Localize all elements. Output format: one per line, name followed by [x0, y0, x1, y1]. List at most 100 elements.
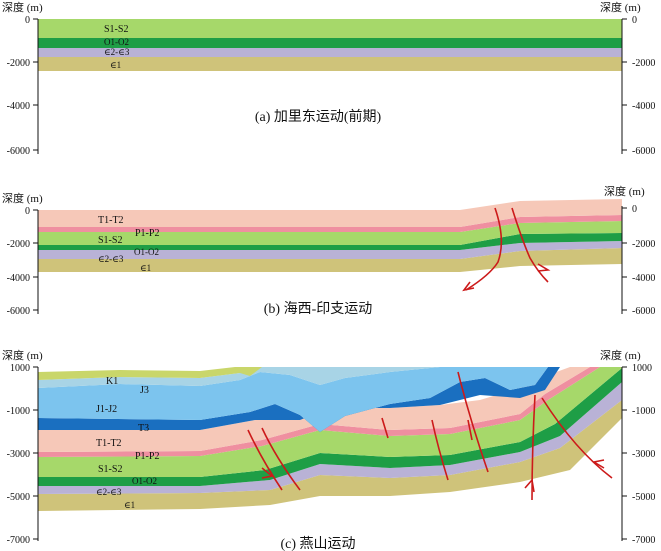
label-e2e3: ∈2-∈3 [96, 487, 122, 497]
label-p1p2: P1-P2 [135, 228, 159, 239]
panel-b-faults [462, 207, 551, 292]
tick-label: -6000 [632, 146, 655, 157]
layer-p1p2 [38, 215, 622, 232]
layer-e2e3 [38, 382, 622, 494]
panel-a-right-axis [621, 18, 627, 154]
tick-label: -2000 [7, 239, 30, 250]
tick-label: -3000 [7, 449, 30, 460]
layer-t1t2 [38, 199, 622, 227]
panel-c-caption: (c) 燕山运动 [280, 536, 355, 551]
tick-label: -7000 [632, 535, 655, 546]
tick-label: -6000 [7, 306, 30, 317]
fault-line [457, 371, 489, 473]
label-e2e3: ∈2-∈3 [104, 47, 130, 57]
label-o1o2: O1-O2 [134, 247, 159, 257]
panel-b-left-axis-title: 深度 (m) [2, 191, 43, 205]
fault-arrow [537, 263, 551, 272]
label-s1s2: S1-S2 [104, 24, 128, 35]
fault-line [531, 394, 536, 501]
fault-arrow [462, 281, 475, 292]
tick-label: -6000 [7, 146, 30, 157]
tick-label: 1000 [632, 363, 652, 374]
tick-label: -7000 [7, 535, 30, 546]
layer-t1t2 [38, 367, 590, 452]
panel-c-right-axis-title: 深度 (m) [600, 348, 641, 362]
tick-label: 0 [25, 206, 30, 217]
label-k1: K1 [106, 376, 118, 387]
fault-line [431, 419, 449, 481]
layer-s1s2 [38, 19, 622, 38]
tick-label: -1000 [7, 406, 30, 417]
fault-line [467, 419, 473, 441]
tick-label: 1000 [10, 363, 30, 374]
layer-e2e3 [38, 48, 622, 57]
fault-arrow [524, 478, 535, 493]
tick-label: -4000 [7, 101, 30, 112]
layer-o1o2 [38, 368, 622, 486]
layer-e1 [38, 57, 622, 71]
panel-c: 深度 (m) 1000 -1000 -3000 -5000 -7000 深度 (… [2, 348, 655, 551]
label-j3: J3 [140, 385, 149, 396]
panel-a-caption: (a) 加里东运动(前期) [255, 108, 382, 125]
label-t1t2: T1-T2 [96, 438, 122, 449]
tick-label: -4000 [632, 273, 655, 284]
panel-a-right-axis-title: 深度 (m) [600, 0, 641, 14]
panel-a-left-axis-title: 深度 (m) [2, 0, 43, 14]
panel-b: 深度 (m) 0 -2000 -4000 -6000 深度 (m) 0 -200… [2, 184, 655, 317]
panel-b-right-axis [621, 206, 627, 314]
label-e1: ∈1 [140, 263, 151, 273]
tick-label: -5000 [7, 492, 30, 503]
label-s1s2: S1-S2 [98, 235, 122, 246]
layer-k1 [38, 367, 250, 380]
layer-k1-top [235, 367, 262, 376]
fault-line [541, 397, 613, 479]
tick-label: -6000 [632, 306, 655, 317]
tick-label: -4000 [7, 273, 30, 284]
panel-b-left-axis [33, 209, 39, 314]
fault-line [381, 417, 389, 439]
fault-line [247, 429, 283, 491]
tick-label: -3000 [632, 449, 655, 460]
fault-line [511, 207, 549, 283]
fault-line [465, 207, 503, 291]
layer-s1s2 [38, 221, 622, 245]
layer-t3 [38, 367, 560, 432]
fault-arrow [591, 459, 605, 469]
tick-label: 0 [25, 15, 30, 26]
tick-label: -2000 [632, 58, 655, 69]
tick-label: -1000 [632, 406, 655, 417]
tick-label: -2000 [632, 239, 655, 250]
fault-line [261, 427, 301, 491]
layer-j1j2 [38, 367, 548, 432]
panel-c-left-axis-title: 深度 (m) [2, 348, 43, 362]
tick-label: -4000 [632, 101, 655, 112]
label-e1: ∈1 [110, 60, 121, 70]
panel-b-caption: (b) 海西-印支运动 [264, 301, 373, 317]
panel-c-left-axis [33, 366, 39, 541]
panel-c-faults [247, 371, 613, 501]
label-p1p2: P1-P2 [135, 451, 159, 462]
layer-s1s2 [38, 367, 622, 477]
layer-j3 [38, 367, 440, 388]
label-e1: ∈1 [124, 500, 135, 510]
panel-a: 深度 (m) 0 -2000 -4000 -6000 深度 (m) 0 -200… [2, 0, 655, 157]
label-t1t2: T1-T2 [98, 215, 124, 226]
layer-e1 [38, 248, 622, 272]
fault-arrow [261, 467, 274, 479]
tick-label: 0 [632, 204, 637, 215]
label-t3: T3 [138, 423, 149, 434]
tick-label: 0 [632, 15, 637, 26]
layer-o1o2 [38, 38, 622, 48]
tick-label: -5000 [632, 492, 655, 503]
panel-c-right-axis [621, 366, 627, 541]
layer-o1o2 [38, 233, 622, 250]
tick-label: -2000 [7, 58, 30, 69]
label-e2e3: ∈2-∈3 [98, 254, 124, 264]
panel-b-right-axis-title: 深度 (m) [604, 184, 645, 198]
label-j1j2: J1-J2 [96, 404, 117, 415]
label-s1s2: S1-S2 [98, 464, 122, 475]
panel-a-left-axis [33, 18, 39, 154]
label-o1o2: O1-O2 [132, 476, 157, 486]
label-o1o2: O1-O2 [104, 37, 129, 47]
